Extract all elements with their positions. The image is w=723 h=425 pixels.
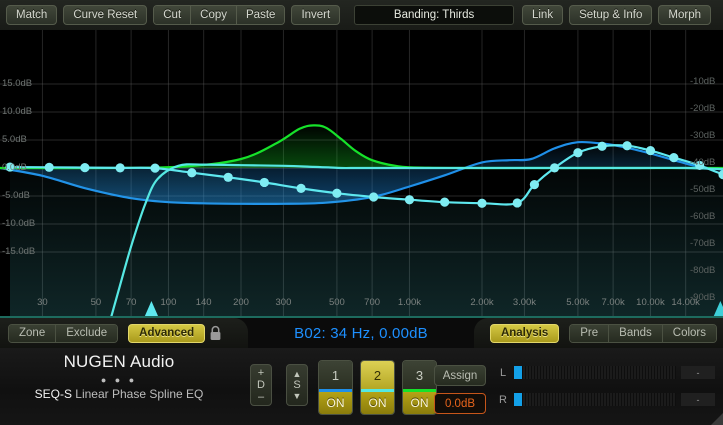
- pre-button[interactable]: Pre: [570, 324, 610, 342]
- meter-fill-r: [514, 393, 523, 406]
- density-label: D: [257, 379, 265, 391]
- banding-selector[interactable]: Banding: Thirds: [354, 5, 514, 25]
- density-minus[interactable]: –: [257, 391, 265, 403]
- meter-value-l: -: [681, 366, 715, 379]
- lock-icon[interactable]: [209, 325, 222, 341]
- band-number-3[interactable]: 3: [403, 361, 436, 389]
- product-title: Linear Phase Spline EQ: [75, 387, 204, 401]
- meter-row-l: L -: [496, 366, 715, 379]
- control-bar-right: Analysis Pre Bands Colors: [473, 318, 723, 348]
- band-on-1[interactable]: ON: [319, 392, 352, 414]
- density-stepper[interactable]: + D –: [250, 364, 272, 406]
- band-color-stripe-2: [361, 389, 394, 392]
- product-name: SEQ-S Linear Phase Spline EQ: [0, 387, 238, 401]
- brand-block: NUGEN Audio ● ● ● SEQ-S Linear Phase Spl…: [0, 352, 238, 401]
- clipboard-button-group: Cut Copy Paste: [153, 5, 286, 25]
- eq-curve-canvas[interactable]: [0, 30, 723, 318]
- band-number-1[interactable]: 1: [319, 361, 352, 389]
- display-options-group: Pre Bands Colors: [569, 323, 717, 343]
- band-color-stripe-1: [319, 389, 352, 392]
- advanced-button[interactable]: Advanced: [128, 323, 206, 343]
- setup-info-button[interactable]: Setup & Info: [569, 5, 653, 25]
- slope-up-icon[interactable]: ▲: [292, 369, 302, 379]
- morph-button[interactable]: Morph: [658, 5, 711, 25]
- match-button[interactable]: Match: [6, 5, 58, 25]
- copy-button[interactable]: Copy: [191, 6, 238, 24]
- slope-stepper[interactable]: ▲ S ▼: [286, 364, 308, 406]
- exclude-button[interactable]: Exclude: [56, 324, 118, 342]
- band-button-1[interactable]: 1 ON: [318, 360, 353, 415]
- meter-row-r: R -: [496, 393, 715, 406]
- curve-reset-button[interactable]: Curve Reset: [63, 5, 148, 25]
- zone-button[interactable]: Zone: [9, 324, 57, 342]
- invert-button[interactable]: Invert: [291, 5, 341, 25]
- top-toolbar: Match Curve Reset Cut Copy Paste Invert …: [0, 0, 723, 30]
- band-button-3[interactable]: 3 ON: [402, 360, 437, 415]
- paste-button[interactable]: Paste: [237, 6, 285, 24]
- slope-down-icon[interactable]: ▼: [292, 391, 302, 401]
- zone-exclude-group: Zone Exclude: [8, 323, 119, 343]
- band-color-stripe-3: [403, 389, 436, 392]
- product-code: SEQ-S: [34, 387, 76, 401]
- band-on-2[interactable]: ON: [361, 392, 394, 414]
- link-button[interactable]: Link: [521, 5, 564, 25]
- eq-graph[interactable]: [0, 30, 723, 318]
- meter-label-l: L: [499, 366, 507, 379]
- slope-label: S: [293, 379, 301, 391]
- band-on-3[interactable]: ON: [403, 392, 436, 414]
- resize-handle-icon[interactable]: [711, 413, 723, 425]
- cut-button[interactable]: Cut: [154, 6, 192, 24]
- meter-fill-l: [514, 366, 523, 379]
- density-plus[interactable]: +: [257, 367, 265, 379]
- meter-track-r[interactable]: [514, 393, 676, 406]
- band-button-2[interactable]: 2 ON: [360, 360, 395, 415]
- bands-button[interactable]: Bands: [609, 324, 663, 342]
- analysis-button[interactable]: Analysis: [489, 323, 560, 343]
- band-number-2[interactable]: 2: [361, 361, 394, 389]
- control-bar-left: Zone Exclude Advanced: [0, 318, 249, 348]
- colors-button[interactable]: Colors: [662, 324, 716, 342]
- meter-track-l[interactable]: [514, 366, 676, 379]
- control-bar: Zone Exclude Advanced B02: 34 Hz, 0.00dB…: [0, 318, 723, 348]
- company-name: NUGEN Audio: [63, 352, 175, 371]
- meter-label-r: R: [499, 393, 507, 406]
- meter-value-r: -: [681, 393, 715, 406]
- bottom-panel: NUGEN Audio ● ● ● SEQ-S Linear Phase Spl…: [0, 348, 723, 425]
- band-readout: B02: 34 Hz, 0.00dB: [248, 324, 474, 342]
- brand-dots-icon: ● ● ●: [100, 375, 138, 385]
- assign-button[interactable]: Assign: [434, 365, 486, 386]
- band-gain-value[interactable]: 0.0dB: [434, 393, 486, 414]
